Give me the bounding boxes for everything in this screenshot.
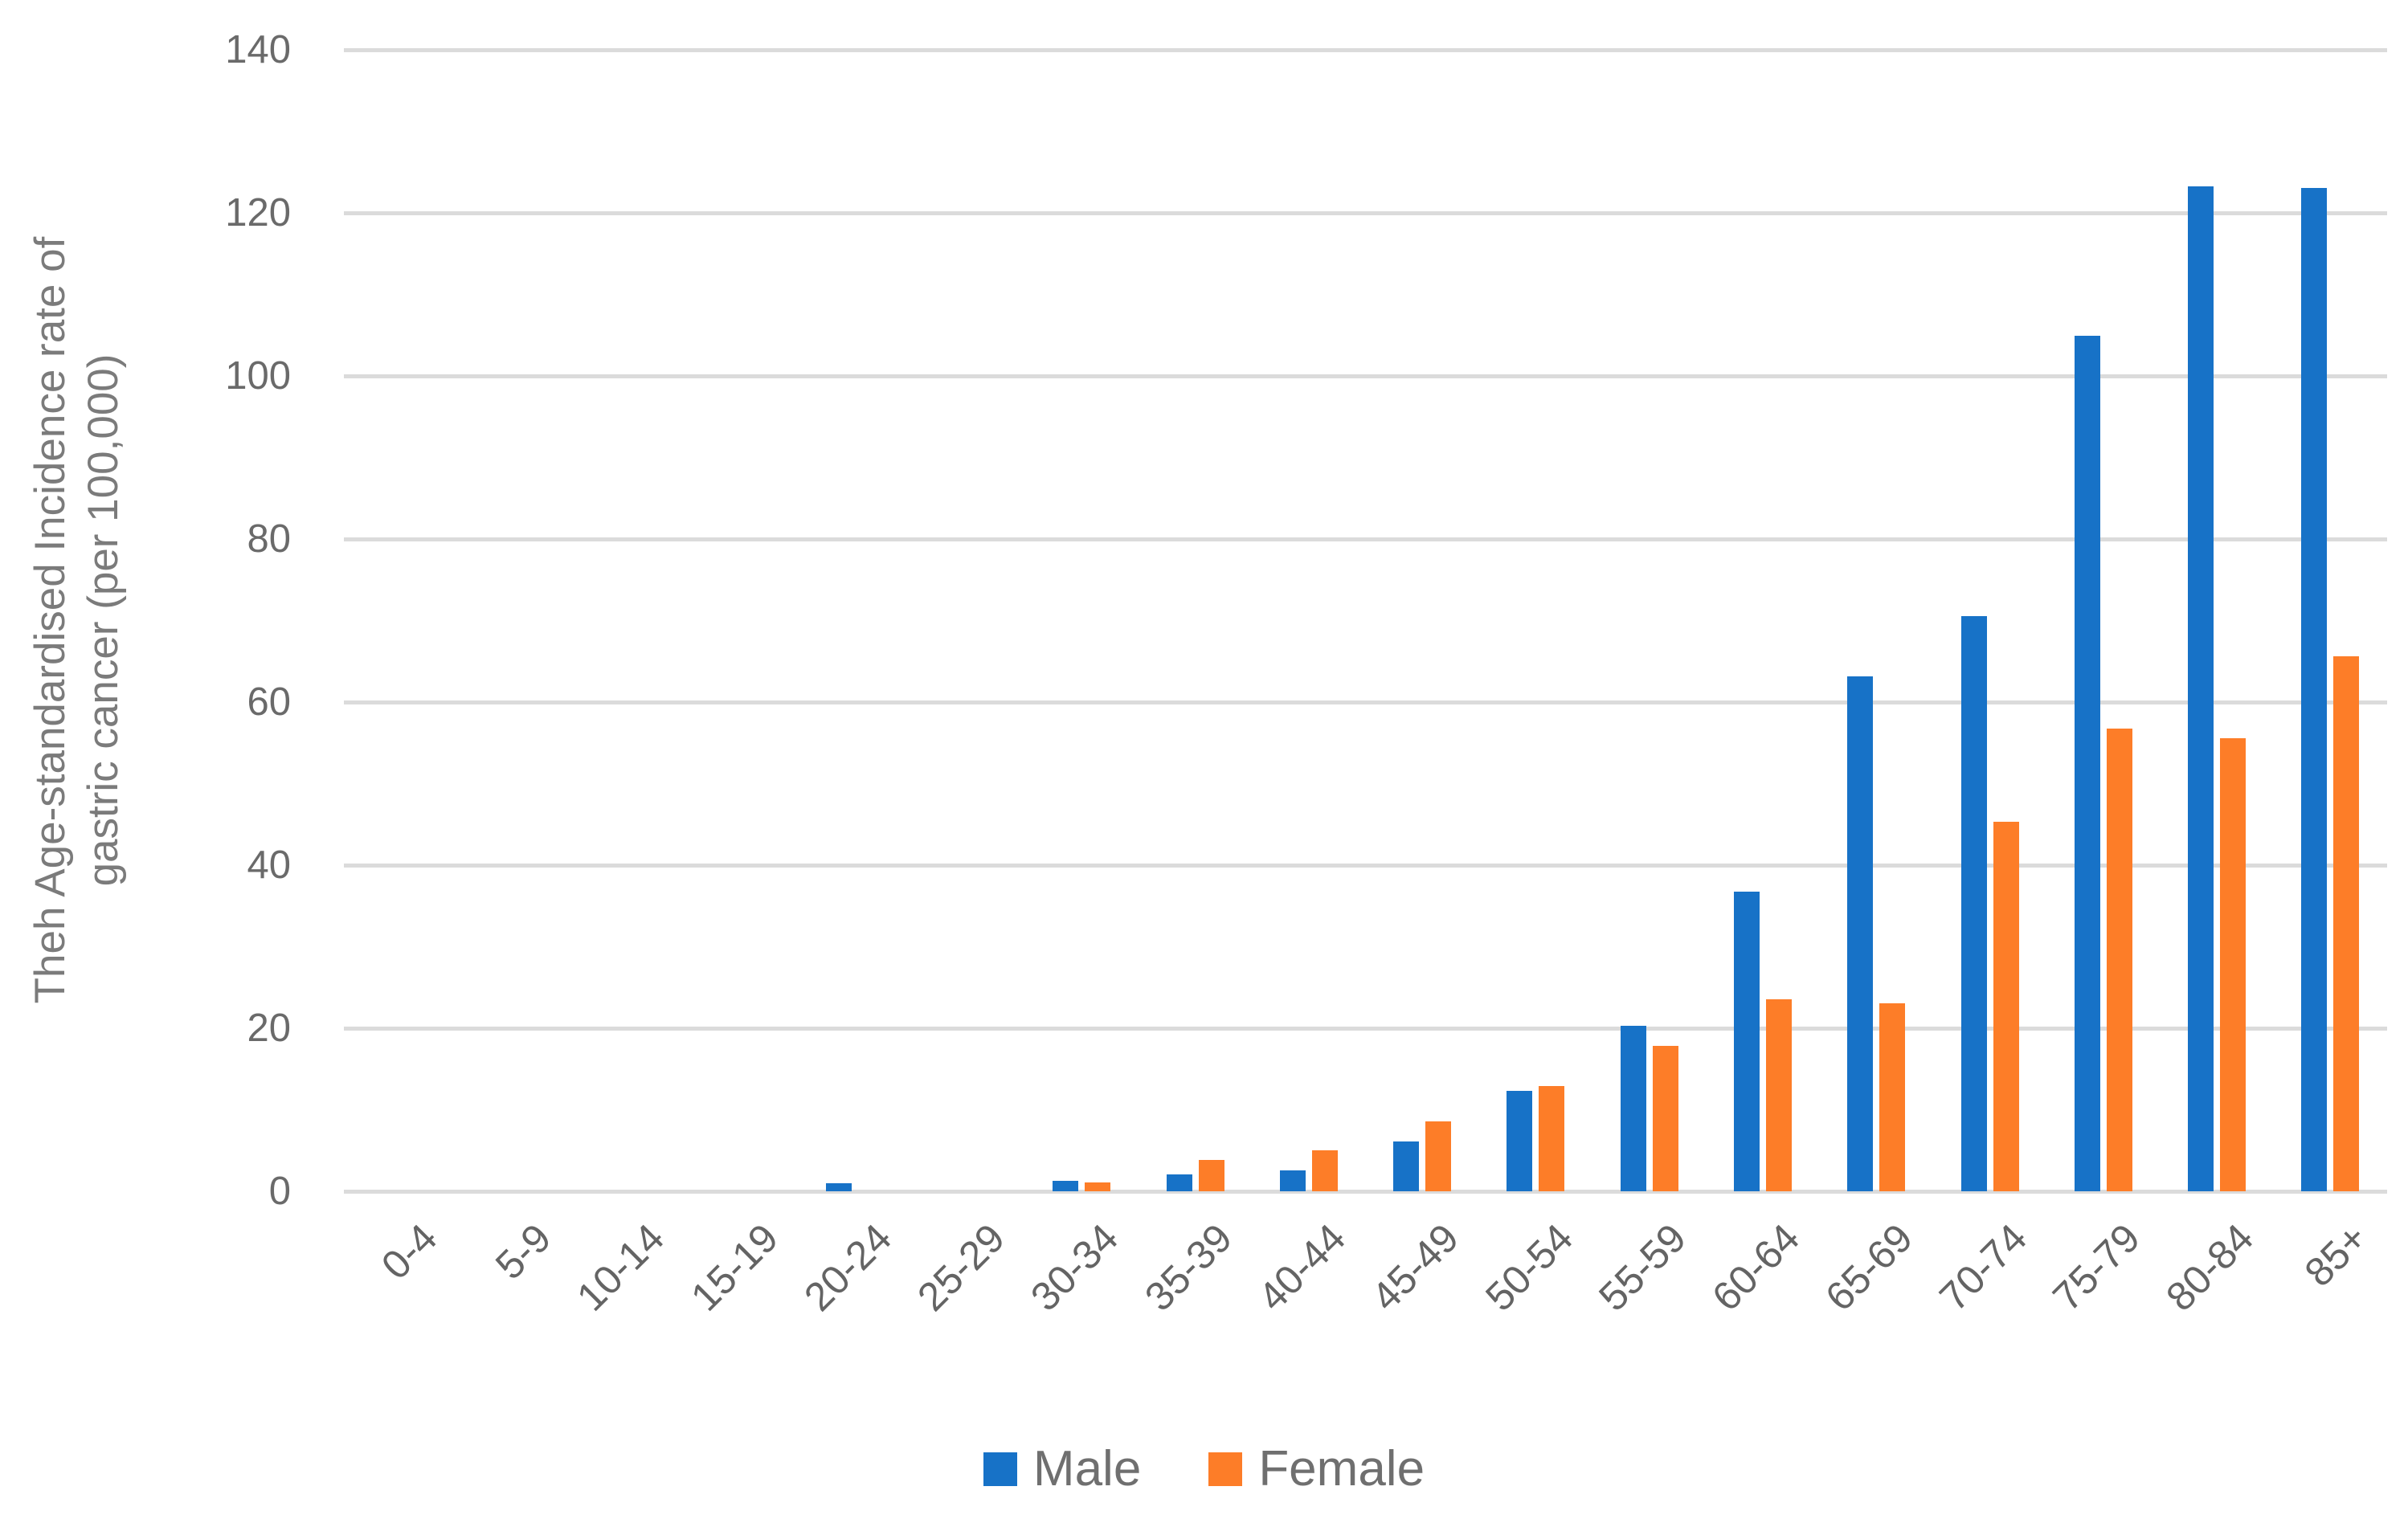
bar-male-45-49 [1393, 1141, 1420, 1191]
bar-male-75-79 [2074, 336, 2100, 1191]
x-tick-label-75-79: 75-79 [2044, 1215, 2149, 1320]
x-tick-label-5-9: 5-9 [486, 1215, 560, 1288]
bar-female-65-69 [1879, 1003, 1906, 1191]
bar-male-40-44 [1279, 1170, 1306, 1191]
gridline-140 [344, 47, 2387, 52]
bar-male-70-74 [1960, 616, 1987, 1191]
bar-female-30-34 [1085, 1182, 1111, 1191]
bar-male-20-24 [825, 1182, 852, 1191]
x-tick-label-35-39: 35-39 [1135, 1215, 1241, 1320]
y-tick-label-140: 140 [225, 28, 291, 71]
y-tick-label-100: 100 [225, 354, 291, 398]
legend-swatch-male [983, 1452, 1017, 1486]
x-tick-label-30-34: 30-34 [1022, 1215, 1127, 1320]
y-tick-label-60: 60 [247, 680, 291, 724]
x-tick-label-15-19: 15-19 [681, 1215, 787, 1320]
bar-female-35-39 [1198, 1160, 1224, 1191]
bar-male-55-59 [1620, 1025, 1646, 1191]
y-tick-label-40: 40 [247, 843, 291, 887]
gridline-80 [344, 537, 2387, 541]
bar-female-70-74 [1993, 822, 2019, 1191]
legend: Male Female [0, 1444, 2408, 1494]
x-tick-label-85+: 85+ [2296, 1215, 2376, 1296]
x-tick-label-80-84: 80-84 [2157, 1215, 2263, 1320]
bar-male-65-69 [1847, 676, 1874, 1191]
bar-female-50-54 [1539, 1086, 1565, 1191]
gridline-120 [344, 210, 2387, 215]
gridline-40 [344, 863, 2387, 868]
legend-item-male: Male [983, 1444, 1141, 1494]
bar-male-80-84 [2188, 186, 2214, 1191]
x-tick-label-10-14: 10-14 [568, 1215, 673, 1320]
x-tick-label-40-44: 40-44 [1249, 1215, 1355, 1320]
bar-female-75-79 [2106, 729, 2132, 1191]
bar-female-85+ [2333, 656, 2360, 1191]
x-tick-label-0-4: 0-4 [373, 1215, 446, 1288]
x-tick-label-65-69: 65-69 [1817, 1215, 1922, 1320]
bar-male-30-34 [1053, 1180, 1079, 1191]
bar-male-85+ [2301, 187, 2328, 1191]
y-tick-label-80: 80 [247, 517, 291, 561]
bar-male-50-54 [1507, 1091, 1533, 1191]
gridline-20 [344, 1026, 2387, 1031]
bar-female-80-84 [2220, 737, 2247, 1191]
legend-label-female: Female [1258, 1441, 1425, 1497]
bar-female-40-44 [1311, 1150, 1338, 1191]
x-tick-label-20-24: 20-24 [795, 1215, 901, 1320]
y-tick-label-120: 120 [225, 191, 291, 235]
x-tick-label-55-59: 55-59 [1589, 1215, 1695, 1320]
y-tick-label-0: 0 [268, 1170, 291, 1213]
gridline-60 [344, 700, 2387, 704]
bar-female-45-49 [1425, 1121, 1452, 1191]
bar-male-35-39 [1166, 1174, 1192, 1191]
x-tick-label-45-49: 45-49 [1363, 1215, 1468, 1320]
legend-item-female: Female [1208, 1444, 1425, 1494]
x-tick-label-70-74: 70-74 [1930, 1215, 2035, 1320]
bar-male-60-64 [1733, 892, 1760, 1191]
gridline-100 [344, 374, 2387, 378]
x-tick-label-25-29: 25-29 [909, 1215, 1014, 1320]
gridline-0 [344, 1189, 2387, 1194]
x-tick-label-50-54: 50-54 [1476, 1215, 1581, 1320]
bar-female-60-64 [1765, 999, 1792, 1191]
legend-label-male: Male [1032, 1441, 1142, 1497]
x-tick-label-60-64: 60-64 [1703, 1215, 1809, 1320]
legend-swatch-female [1208, 1452, 1243, 1486]
bar-female-55-59 [1652, 1046, 1678, 1191]
y-tick-label-20: 20 [247, 1007, 291, 1050]
